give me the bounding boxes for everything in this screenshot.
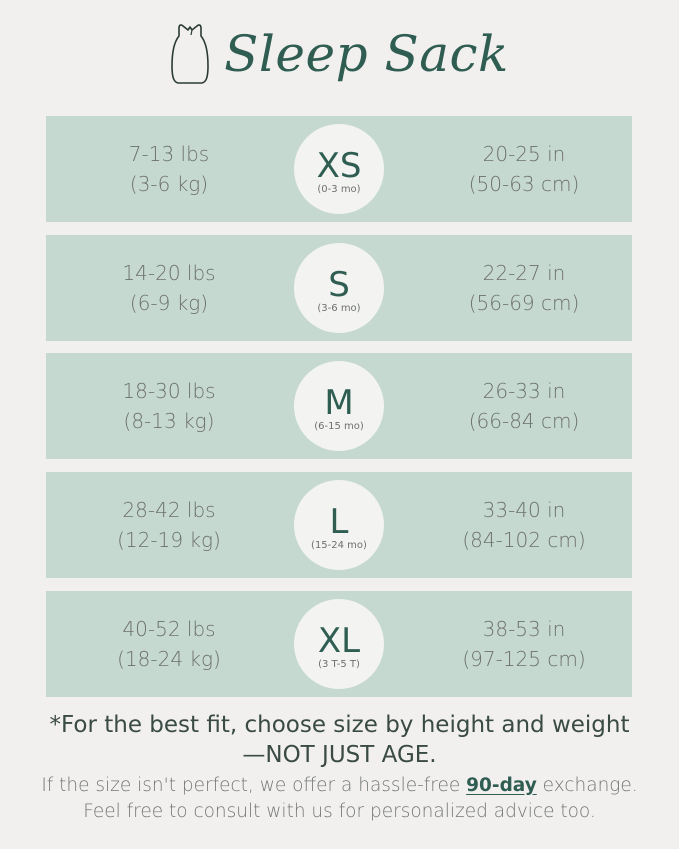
height-in: 20-25 in [482,142,566,166]
weight-kg: (3-6 kg) [129,172,209,196]
weight-cell: 18-30 lbs (8-13 kg) [49,353,289,459]
size-badge: XL (3 T-5 T) [294,599,384,689]
size-badge: S (3-6 mo) [294,243,384,333]
size-row-xs: 7-13 lbs (3-6 kg) XS (0-3 mo) 20-25 in (50-… [46,116,632,222]
weight-kg: (8-13 kg) [123,409,215,433]
height-cm: (97-125 cm) [462,647,586,671]
weight-kg: (12-19 kg) [117,528,221,552]
fit-note: *For the best fit, choose size by height… [0,710,679,770]
weight-lbs: 40-52 lbs [122,617,216,641]
exchange-text: If the size isn't perfect, we offer a ha… [41,775,467,796]
height-in: 26-33 in [482,379,566,403]
weight-cell: 28-42 lbs (12-19 kg) [49,472,289,578]
weight-lbs: 14-20 lbs [122,261,216,285]
height-cell: 33-40 in (84-102 cm) [404,472,644,578]
weight-cell: 14-20 lbs (6-9 kg) [49,235,289,341]
age-range: (3 T-5 T) [318,658,360,670]
height-cell: 26-33 in (66-84 cm) [404,353,644,459]
exchange-text-end: exchange. [536,775,638,796]
height-cell: 38-53 in (97-125 cm) [404,591,644,697]
height-in: 33-40 in [482,498,566,522]
fit-note-line1: *For the best fit, choose size by height… [49,712,630,738]
age-range: (6-15 mo) [314,420,364,432]
height-cm: (84-102 cm) [462,528,586,552]
height-cm: (56-69 cm) [468,291,580,315]
size-label: M [324,382,354,423]
size-badge: L (15-24 mo) [294,480,384,570]
weight-kg: (6-9 kg) [129,291,209,315]
exchange-note: If the size isn't perfect, we offer a ha… [0,773,679,825]
size-row-s: 14-20 lbs (6-9 kg) S (3-6 mo) 22-27 in (56-… [46,235,632,341]
age-range: (3-6 mo) [317,302,361,314]
height-in: 22-27 in [482,261,566,285]
sleep-sack-icon [171,24,209,84]
fit-note-line2: —NOT JUST AGE. [242,742,437,768]
height-cm: (50-63 cm) [468,172,580,196]
height-cm: (66-84 cm) [468,409,580,433]
size-label: XL [317,620,361,661]
size-label: S [328,264,350,305]
weight-lbs: 18-30 lbs [122,379,216,403]
size-badge: M (6-15 mo) [294,361,384,451]
consult-text: Feel free to consult with us for persona… [83,801,596,822]
size-row-l: 28-42 lbs (12-19 kg) L (15-24 mo) 33-40 in… [46,472,632,578]
height-cell: 22-27 in (56-69 cm) [404,235,644,341]
size-label: XS [316,145,362,186]
page-title: Sleep Sack [224,25,509,83]
weight-cell: 40-52 lbs (18-24 kg) [49,591,289,697]
exchange-90-day: 90-day [466,775,537,796]
size-row-xl: 40-52 lbs (18-24 kg) XL (3 T-5 T) 38-53 in… [46,591,632,697]
height-in: 38-53 in [482,617,566,641]
age-range: (15-24 mo) [311,539,367,551]
age-range: (0-3 mo) [317,183,361,195]
weight-kg: (18-24 kg) [117,647,221,671]
weight-cell: 7-13 lbs (3-6 kg) [49,116,289,222]
size-badge: XS (0-3 mo) [294,124,384,214]
size-row-m: 18-30 lbs (8-13 kg) M (6-15 mo) 26-33 in (6… [46,353,632,459]
header: Sleep Sack [0,22,679,86]
size-label: L [329,501,349,542]
weight-lbs: 28-42 lbs [122,498,216,522]
weight-lbs: 7-13 lbs [128,142,210,166]
height-cell: 20-25 in (50-63 cm) [404,116,644,222]
